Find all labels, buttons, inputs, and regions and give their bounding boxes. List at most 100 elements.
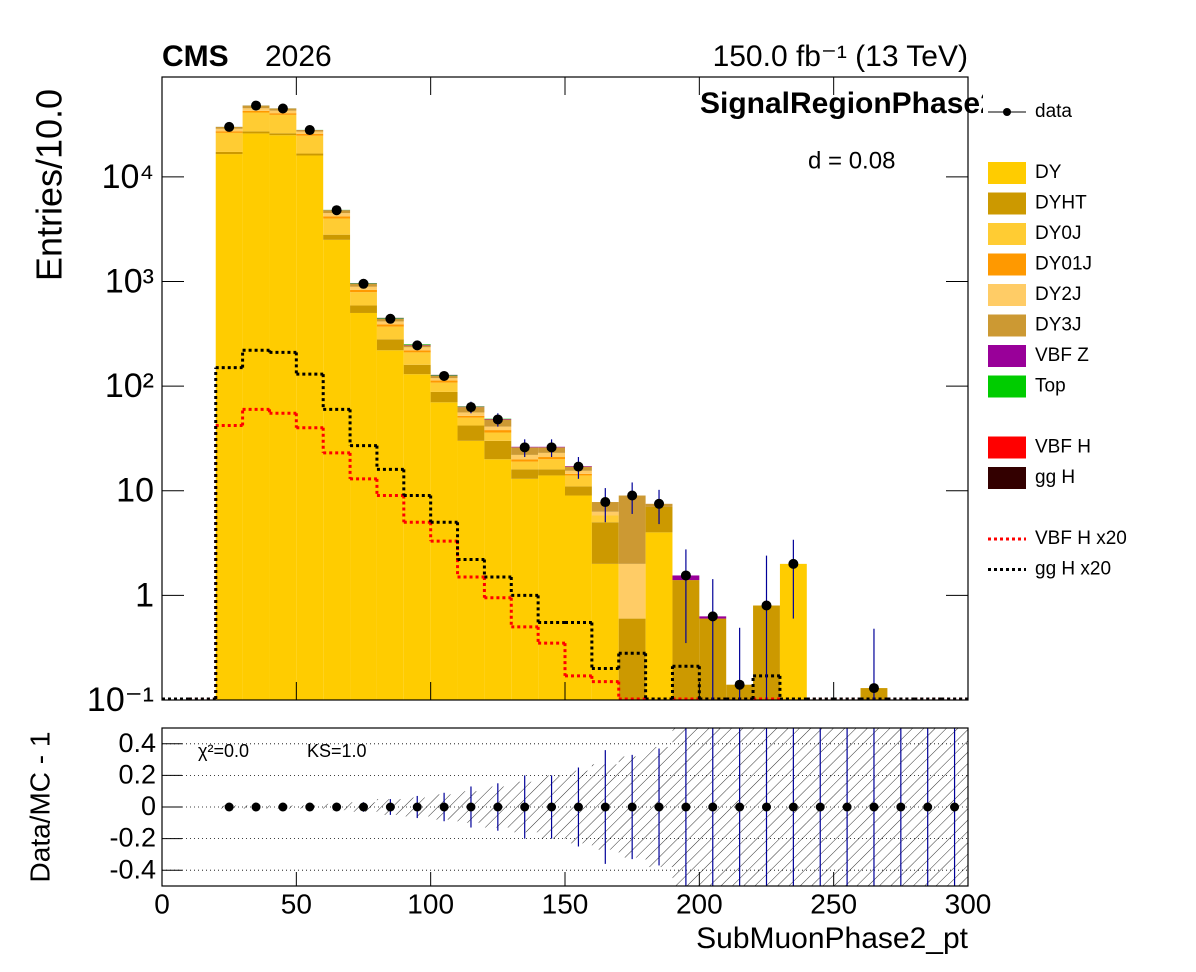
data-point xyxy=(358,278,369,289)
stack-bar xyxy=(350,292,377,306)
data-point xyxy=(627,490,638,501)
data-point xyxy=(465,402,476,413)
stack-bar xyxy=(376,326,404,340)
stack-bar xyxy=(484,440,512,460)
legend-swatch xyxy=(988,192,1026,215)
ratio-point xyxy=(627,802,637,812)
stack-bar xyxy=(403,374,431,700)
data-point xyxy=(734,679,745,690)
stack-bar xyxy=(376,350,404,700)
legend-label: gg H xyxy=(1035,467,1075,488)
ratio-point xyxy=(224,802,234,812)
stack-bar xyxy=(430,391,458,403)
stack-bar xyxy=(484,459,512,700)
stack-bar xyxy=(484,432,512,441)
legend-swatch xyxy=(988,162,1026,184)
ratio-point xyxy=(735,802,745,812)
legend-marker xyxy=(1003,108,1011,116)
data-point xyxy=(868,683,879,694)
stack-bar xyxy=(457,412,485,416)
legend-label: DYHT xyxy=(1035,193,1087,214)
y-axis-label: Entries/10.0 xyxy=(29,89,70,281)
stack-bar xyxy=(215,131,243,133)
stack-bar xyxy=(215,151,243,155)
stack-bar xyxy=(538,459,565,470)
data-point xyxy=(546,442,557,453)
stack-bar xyxy=(215,132,243,152)
stack-bar xyxy=(350,305,377,313)
ratio-point xyxy=(385,802,395,812)
annotation: d = 0.08 xyxy=(808,147,895,174)
legend: data DY DYHT DY0J DY01J DY2J DY3J VBF Z Top VBF H… xyxy=(988,101,1127,580)
cms-label: CMS xyxy=(162,40,229,73)
y-tick-label: -0.4 xyxy=(109,854,156,884)
ks-label: KS=1.0 xyxy=(307,741,367,761)
stack-bar xyxy=(350,312,377,700)
stack-bar xyxy=(403,352,431,365)
stack-bar xyxy=(511,461,539,470)
stack-bar xyxy=(296,155,324,700)
y-tick-label: 0 xyxy=(141,791,156,821)
x-tick-label: 200 xyxy=(676,888,723,919)
legend-swatch xyxy=(988,345,1026,367)
stack-bar xyxy=(565,495,592,700)
top-plot xyxy=(162,100,968,700)
legend-swatch xyxy=(988,375,1026,398)
stack-bar xyxy=(430,380,458,383)
x-tick-label: 0 xyxy=(154,888,170,919)
ratio-point xyxy=(788,802,798,812)
legend-swatch xyxy=(988,253,1026,276)
y-tick-label: 10³ xyxy=(105,262,154,300)
stack-bar xyxy=(457,425,485,441)
ratio-point xyxy=(493,802,503,812)
data-point xyxy=(331,205,342,216)
stack-bar xyxy=(565,475,592,487)
x-tick-label: 100 xyxy=(407,888,454,919)
data-point xyxy=(224,121,235,132)
legend-label: Top xyxy=(1035,376,1066,397)
stack-bar xyxy=(457,440,485,700)
legend-label: DY01J xyxy=(1035,254,1092,275)
data-point xyxy=(761,600,772,611)
stack-bar xyxy=(430,402,458,700)
x-tick-label: 150 xyxy=(542,888,589,919)
stack-bar xyxy=(538,475,565,700)
stack-bar xyxy=(430,382,458,392)
y-tick-label: 0.2 xyxy=(118,760,156,790)
stack-bar xyxy=(511,469,539,479)
legend-label: DY xyxy=(1035,162,1062,183)
y-tick-label: 10² xyxy=(105,367,154,405)
legend-swatch xyxy=(988,284,1026,306)
stack-bar xyxy=(376,324,404,327)
stack-bar xyxy=(242,131,270,134)
ratio-point xyxy=(842,802,852,812)
stack-bar xyxy=(269,133,297,136)
stack-bar xyxy=(645,532,673,700)
legend-label: gg H x20 xyxy=(1035,559,1111,580)
stack-bar xyxy=(242,112,270,132)
legend-label: DY0J xyxy=(1035,223,1081,244)
ratio-point xyxy=(305,802,315,812)
stack-bar xyxy=(538,457,565,460)
data-point xyxy=(304,125,315,136)
x-tick-label: 300 xyxy=(945,888,992,919)
legend-swatch xyxy=(988,467,1026,489)
data-point xyxy=(492,414,503,425)
stack-bar xyxy=(242,110,270,113)
y-tick-label: 1 xyxy=(135,576,154,614)
ratio-y-axis-label: Data/MC - 1 xyxy=(24,732,55,883)
data-point xyxy=(600,497,611,508)
stack-bar xyxy=(323,239,351,700)
stack-bar xyxy=(565,486,592,496)
data-point xyxy=(707,611,718,622)
data-point xyxy=(251,100,262,111)
ratio-point xyxy=(359,802,368,812)
region-label: SignalRegionPhase2 xyxy=(700,87,997,120)
legend-swatch xyxy=(988,314,1026,337)
data-point xyxy=(654,498,665,509)
ratio-point xyxy=(251,802,261,812)
legend-label: DY2J xyxy=(1035,284,1081,305)
ratio-plot xyxy=(162,728,968,886)
